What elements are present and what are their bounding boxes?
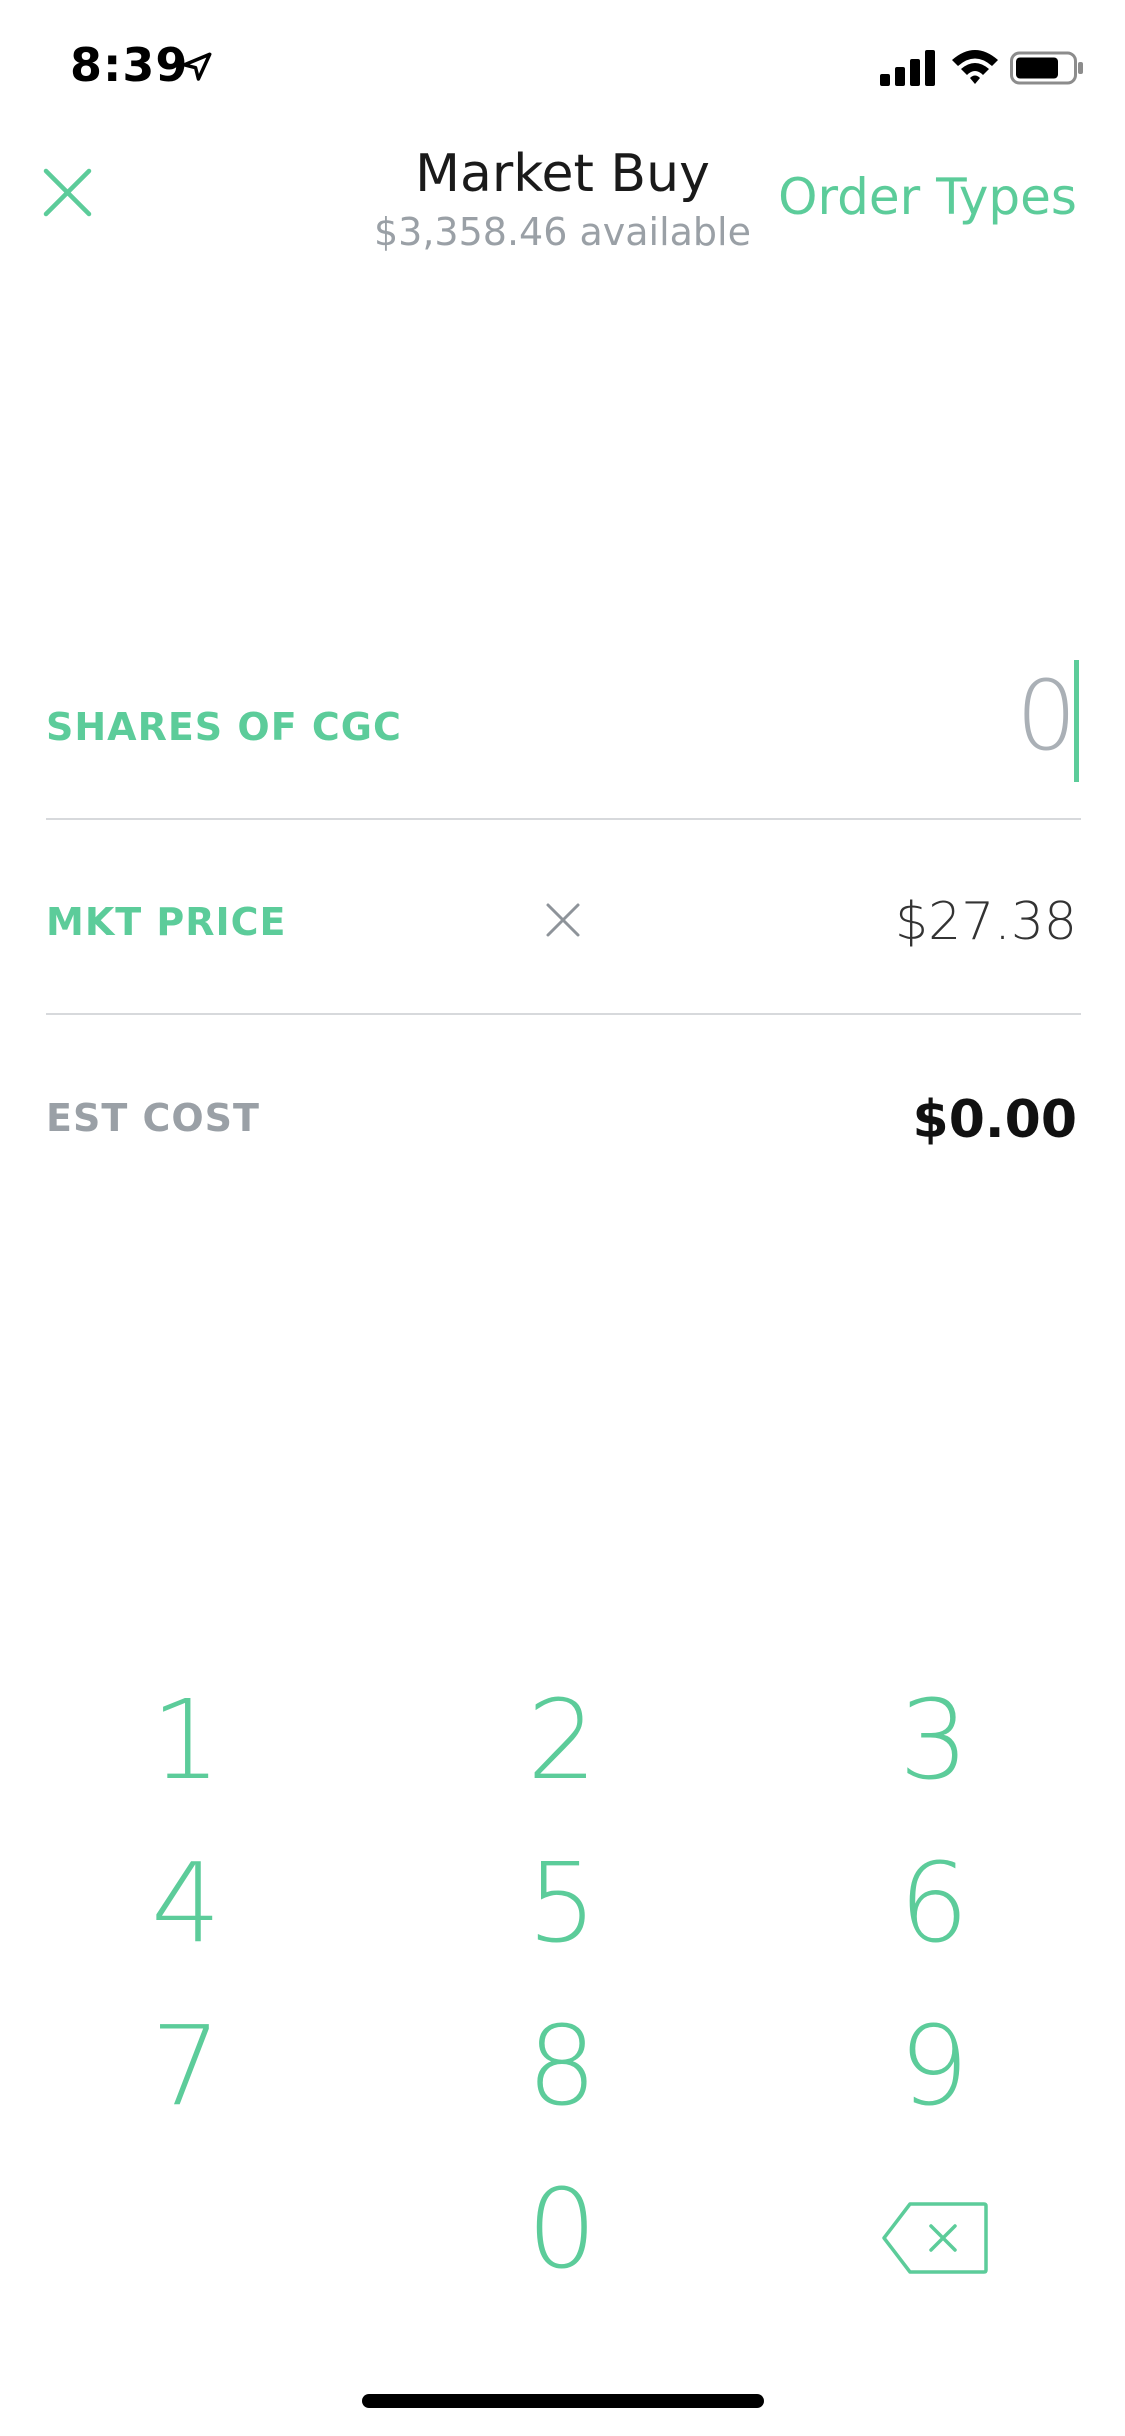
key-2[interactable]: 2 (527, 1676, 597, 1804)
available-balance: $3,358.46 available (374, 210, 751, 254)
divider (46, 1013, 1081, 1015)
key-1[interactable]: 1 (151, 1676, 221, 1804)
clear-icon[interactable] (543, 900, 583, 940)
key-5[interactable]: 5 (527, 1839, 597, 1967)
key-0[interactable]: 0 (527, 2165, 597, 2293)
cell-signal-icon (880, 50, 935, 86)
text-cursor (1074, 660, 1079, 782)
est-cost-label: EST COST (46, 1096, 260, 1140)
battery-icon (1010, 51, 1083, 85)
shares-label: SHARES OF CGC (46, 705, 402, 749)
key-7[interactable]: 7 (151, 2002, 221, 2130)
page-title: Market Buy (415, 144, 710, 204)
divider (46, 818, 1081, 820)
order-types-button[interactable]: Order Types (778, 168, 1077, 226)
home-indicator[interactable] (362, 2394, 764, 2408)
est-cost-value: $0.00 (912, 1090, 1077, 1150)
key-4[interactable]: 4 (151, 1839, 221, 1967)
close-icon[interactable] (40, 165, 95, 220)
location-arrow-icon (182, 52, 212, 81)
shares-input[interactable]: 0 (1015, 660, 1077, 772)
key-6[interactable]: 6 (899, 1839, 969, 1967)
mkt-price-label: MKT PRICE (46, 900, 287, 944)
status-time: 8:39 (70, 38, 189, 92)
key-9[interactable]: 9 (899, 2002, 969, 2130)
key-8[interactable]: 8 (527, 2002, 597, 2130)
mkt-price-value: $27.38 (895, 892, 1077, 952)
wifi-icon (952, 50, 998, 84)
key-3[interactable]: 3 (899, 1676, 969, 1804)
backspace-icon[interactable] (880, 2200, 990, 2276)
